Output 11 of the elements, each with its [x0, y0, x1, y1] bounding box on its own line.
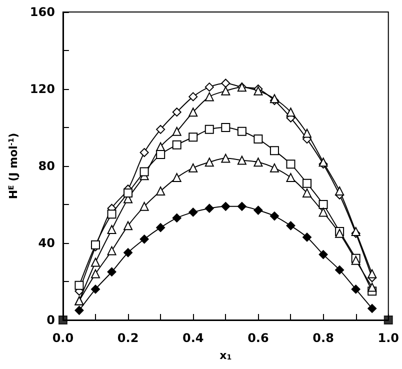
y-tick-label: 0 [46, 313, 55, 327]
x-tick-label: 0.2 [117, 331, 139, 345]
y-tick-label: 80 [38, 159, 55, 173]
x-tick-label: 0.6 [248, 331, 269, 345]
x-tick-label: 1.0 [378, 331, 400, 345]
x-tick-label: 0.4 [182, 331, 204, 345]
x-tick-label: 0.8 [312, 331, 334, 345]
y-tick-label: 40 [38, 236, 55, 250]
y-tick-label: 160 [30, 5, 55, 19]
y-tick-label: 120 [30, 82, 55, 96]
x-tick-label: 0.0 [52, 331, 74, 345]
